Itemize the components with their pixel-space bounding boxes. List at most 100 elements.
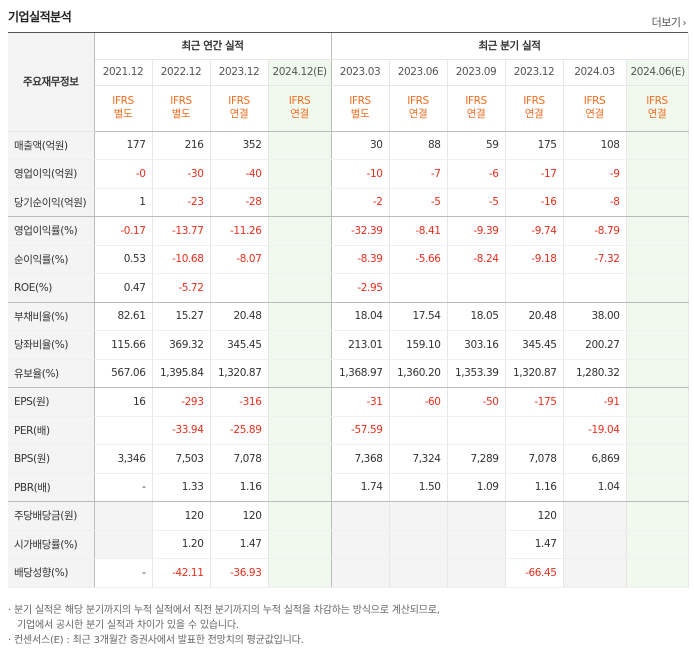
basis-label: 연결 — [229, 108, 249, 120]
table-cell: -2.95 — [331, 273, 390, 303]
row-label: 당좌비율(%) — [8, 330, 95, 360]
table-cell: 1.47 — [210, 530, 269, 559]
table-cell: -8.79 — [563, 216, 627, 246]
table-cell — [268, 216, 332, 246]
basis-label: 별도 — [171, 108, 191, 120]
table-cell: -9 — [563, 159, 627, 189]
table-cell: 345.45 — [505, 330, 564, 360]
table-row: 영업이익률(%) -0.17 -13.77 -11.26 -32.39 -8.41 -9.3… — [8, 216, 689, 246]
row-label: 부채비율(%) — [8, 302, 95, 331]
table-cell — [626, 159, 689, 189]
table-cell — [389, 530, 448, 559]
table-cell: -8 — [563, 188, 627, 217]
table-cell: -316 — [210, 387, 269, 417]
more-link[interactable]: 더보기 › — [651, 14, 687, 30]
table-cell — [268, 359, 332, 388]
table-cell: 120 — [152, 501, 211, 531]
table-cell: 18.04 — [331, 302, 390, 331]
table-cell: -5 — [389, 188, 448, 217]
ifrs-basis-header: IFRS 별도 — [94, 85, 153, 132]
basis-label: 연결 — [524, 108, 544, 120]
table-cell: -25.89 — [210, 416, 269, 445]
table-cell: -175 — [505, 387, 564, 417]
table-cell: -13.77 — [152, 216, 211, 246]
period-header: 2023.03 — [331, 59, 390, 86]
table-cell: 1,368.97 — [331, 359, 390, 388]
table-cell: -8.41 — [389, 216, 448, 246]
table-cell — [268, 188, 332, 217]
table-cell: -8.24 — [447, 245, 506, 274]
table-cell: 16 — [94, 387, 153, 417]
row-label: 시가배당률(%) — [8, 530, 95, 559]
basis-label: 연결 — [408, 108, 428, 120]
table-cell: 108 — [563, 131, 627, 160]
row-label: 영업이익(억원) — [8, 159, 95, 189]
table-cell: 7,078 — [505, 444, 564, 474]
table-cell — [268, 444, 332, 474]
table-cell: -8.39 — [331, 245, 390, 274]
table-cell: -6 — [447, 159, 506, 189]
table-cell: -30 — [152, 159, 211, 189]
table-cell: -11.26 — [210, 216, 269, 246]
table-cell — [626, 530, 689, 559]
table-cell: 369.32 — [152, 330, 211, 360]
table-cell: -17 — [505, 159, 564, 189]
table-cell — [447, 501, 506, 531]
table-cell: -9.18 — [505, 245, 564, 274]
table-cell: 1,395.84 — [152, 359, 211, 388]
table-cell: 1,280.32 — [563, 359, 627, 388]
row-label: 영업이익률(%) — [8, 216, 95, 246]
table-cell: 30 — [331, 131, 390, 160]
table-cell: 1,360.20 — [389, 359, 448, 388]
ifrs-label: IFRS — [288, 95, 311, 107]
table-cell: -60 — [389, 387, 448, 417]
table-cell: 1.04 — [563, 473, 627, 502]
table-row: 배당성향(%) - -42.11 -36.93 -66.45 — [8, 558, 689, 588]
row-label: PER(배) — [8, 416, 95, 445]
table-cell: 200.27 — [563, 330, 627, 360]
more-label: 더보기 — [651, 16, 681, 29]
table-cell: -7 — [389, 159, 448, 189]
period-header: 2023.12 — [210, 59, 269, 86]
table-cell — [626, 273, 689, 303]
table-cell: -5.72 — [152, 273, 211, 303]
row-label: 유보율(%) — [8, 359, 95, 388]
table-cell: -28 — [210, 188, 269, 217]
table-cell: 303.16 — [447, 330, 506, 360]
table-cell: 0.47 — [94, 273, 153, 303]
table-cell: 7,078 — [210, 444, 269, 474]
ifrs-label: IFRS — [407, 95, 429, 107]
table-cell: -7.32 — [563, 245, 627, 274]
table-cell: 115.66 — [94, 330, 153, 360]
table-cell: 567.06 — [94, 359, 153, 388]
table-cell: -33.94 — [152, 416, 211, 445]
table-cell: -19.04 — [563, 416, 627, 445]
ifrs-basis-header: IFRS 별도 — [331, 85, 390, 132]
table-cell — [210, 273, 269, 303]
table-row: PER(배) -33.94 -25.89 -57.59 -19.04 — [8, 416, 689, 445]
table-cell: 88 — [389, 131, 448, 160]
table-cell: 15.27 — [152, 302, 211, 331]
section-title: 기업실적분석 — [8, 10, 72, 24]
table-cell: 1.16 — [210, 473, 269, 502]
table-row: EPS(원) 16 -293 -316 -31 -60 -50 -175 -91 — [8, 387, 689, 417]
table-cell: -8.07 — [210, 245, 269, 274]
table-cell — [626, 216, 689, 246]
table-cell: 1.74 — [331, 473, 390, 502]
table-cell: 1.09 — [447, 473, 506, 502]
period-header: 2024.12(E) — [268, 59, 332, 86]
table-cell: 216 — [152, 131, 211, 160]
table-cell — [268, 501, 332, 531]
table-cell: -9.39 — [447, 216, 506, 246]
table-cell — [447, 273, 506, 303]
table-cell: 1 — [94, 188, 153, 217]
table-cell: 177 — [94, 131, 153, 160]
table-cell — [563, 273, 627, 303]
table-cell — [389, 273, 448, 303]
period-header: 2022.12 — [152, 59, 211, 86]
ifrs-basis-header: IFRS 연결 — [389, 85, 448, 132]
table-cell — [389, 558, 448, 588]
table-cell: - — [94, 473, 153, 502]
basis-label: 별도 — [350, 108, 370, 120]
table-cell: 345.45 — [210, 330, 269, 360]
